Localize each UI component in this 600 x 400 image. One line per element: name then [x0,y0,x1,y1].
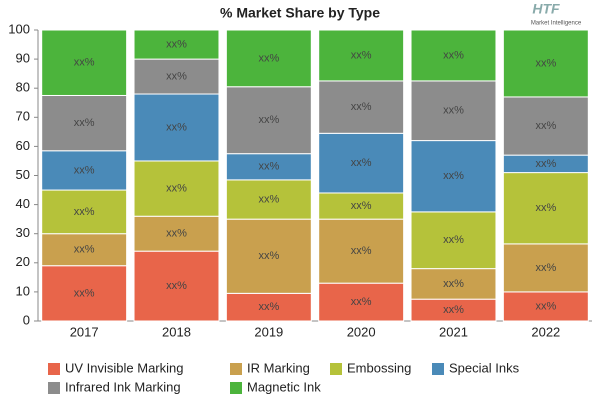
bar-segment [502,172,589,245]
value-label: xx% [535,57,556,69]
chart-title: % Market Share by Type [220,5,380,21]
bar-segment [133,29,220,60]
bar-segment [41,265,128,322]
bar-segment [133,160,220,217]
y-tick-label: 0 [23,312,30,327]
bar-segment [410,29,497,82]
value-label: xx% [443,234,464,246]
value-label: xx% [258,250,279,262]
logo-tagline: Market Intelligence [531,21,582,27]
legend-label: UV Invisible Marking [65,360,184,375]
bar-segment [318,192,405,220]
value-label: xx% [74,57,95,69]
value-label: xx% [351,49,372,61]
x-tick-label: 2020 [347,324,376,339]
legend-label: Embossing [347,360,411,375]
bar-segment [225,179,312,220]
bar-segment [410,268,497,300]
y-tick-label: 40 [16,196,30,211]
value-label: xx% [443,170,464,182]
bar-segment [225,292,312,322]
value-label: xx% [166,183,187,195]
y-tick-label: 20 [16,254,30,269]
bar-segment [502,243,589,293]
bar-segment [318,132,405,194]
legend-swatch [330,363,342,375]
bar-segment [41,150,128,191]
bar-segment [41,94,128,152]
value-label: xx% [74,117,95,129]
value-label: xx% [166,228,187,240]
bar-segment [133,215,220,252]
legend-swatch [48,363,60,375]
bar-segment [410,211,497,270]
legend-swatch [432,363,444,375]
x-tick-label: 2017 [70,324,99,339]
value-label: xx% [258,52,279,64]
value-label: xx% [443,304,464,316]
y-tick-label: 60 [16,138,30,153]
value-label: xx% [443,105,464,117]
value-label: xx% [351,157,372,169]
bar-segment [225,153,312,181]
value-label: xx% [166,38,187,50]
legend-label: Infrared Ink Marking [65,379,181,394]
value-label: xx% [535,262,556,274]
y-tick-label: 50 [16,167,30,182]
value-label: xx% [258,193,279,205]
value-label: xx% [535,300,556,312]
value-label: xx% [258,161,279,173]
bar-segment [41,233,128,267]
logo-name: HTF [532,1,560,17]
legend-swatch [230,382,242,394]
x-tick-label: 2019 [254,324,283,339]
value-label: xx% [535,202,556,214]
x-tick-label: 2018 [162,324,191,339]
value-label: xx% [258,301,279,313]
bar-segment [133,93,220,162]
value-label: xx% [443,278,464,290]
legend-label: IR Marking [247,360,310,375]
legend-swatch [230,363,242,375]
value-label: xx% [351,296,372,308]
bar-segment [318,80,405,134]
value-label: xx% [166,121,187,133]
legend-label: Special Inks [449,360,520,375]
value-label: xx% [74,287,95,299]
legend-label: Magnetic Ink [247,379,321,394]
value-label: xx% [74,206,95,218]
value-label: xx% [351,245,372,257]
bar-segment [225,86,312,155]
bar-segment [502,291,589,322]
value-label: xx% [166,70,187,82]
y-tick-label: 80 [16,80,30,95]
value-label: xx% [74,244,95,256]
value-label: xx% [258,114,279,126]
y-tick-label: 30 [16,225,30,240]
y-tick-label: 100 [8,21,30,36]
y-tick-label: 10 [16,283,30,298]
legend-swatch [48,382,60,394]
bar-segment [225,29,312,88]
bar-segment [318,29,405,82]
value-label: xx% [535,120,556,132]
value-label: xx% [351,200,372,212]
value-label: xx% [535,158,556,170]
x-tick-label: 2021 [439,324,468,339]
value-label: xx% [166,280,187,292]
value-label: xx% [74,164,95,176]
bar-segment [318,218,405,284]
value-label: xx% [351,101,372,113]
bar-segment [410,80,497,142]
bar-segment [225,218,312,294]
bar-segment [502,29,589,98]
bar-segment [41,29,128,96]
bar-segment [133,250,220,322]
value-label: xx% [443,49,464,61]
y-tick-label: 90 [16,51,30,66]
x-tick-label: 2022 [531,324,560,339]
bar-segment [41,189,128,235]
y-tick-label: 70 [16,109,30,124]
